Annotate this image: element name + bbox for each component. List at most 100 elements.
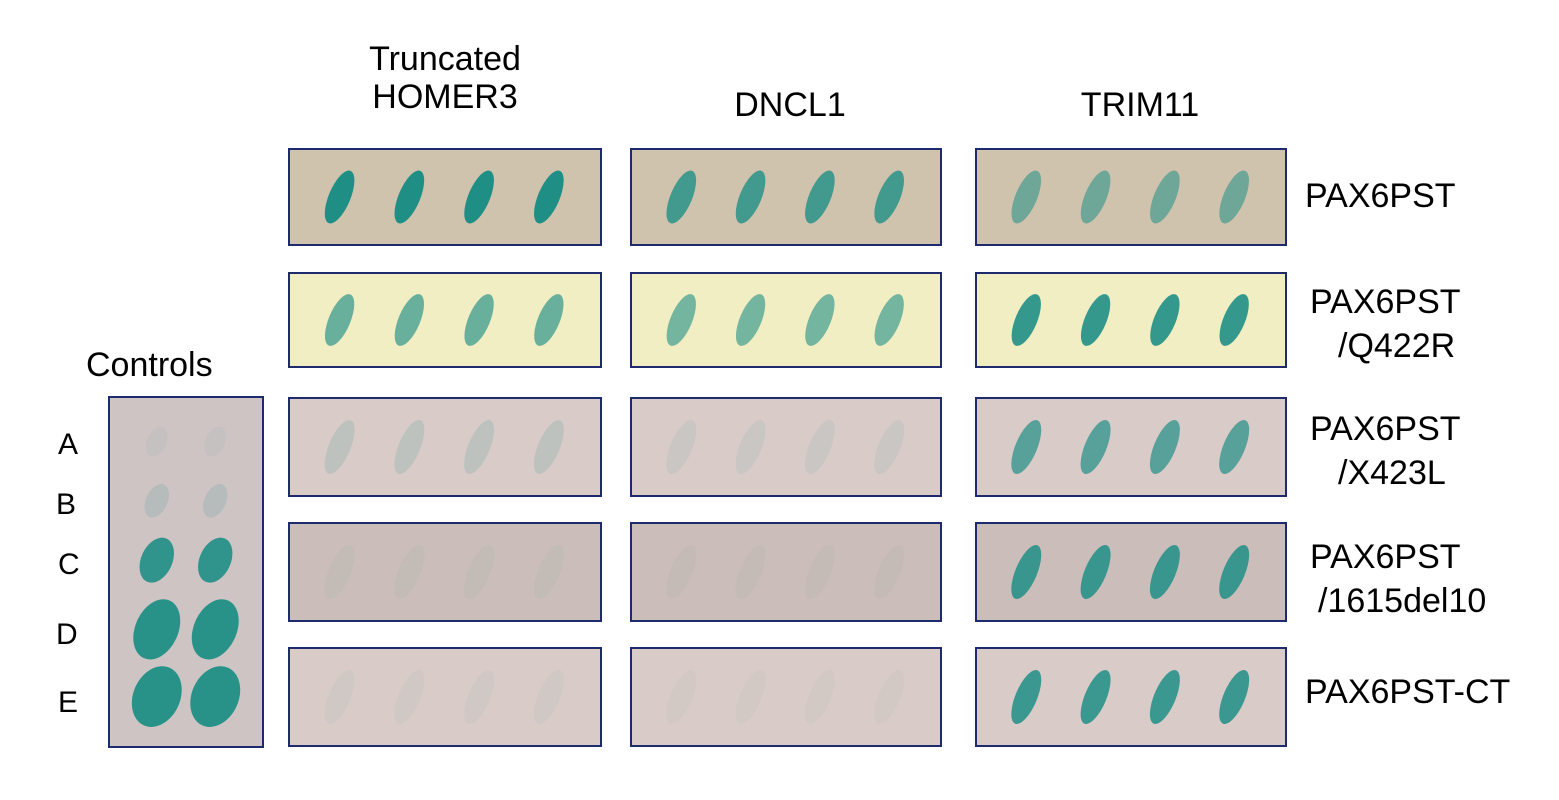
yeast-spot [1011,670,1042,724]
yeast-spot [805,294,835,346]
control-spot-a-1 [145,426,168,457]
yeast-spot [874,294,904,346]
plate-image-homer3-del10 [290,524,600,620]
yeast-spot [874,670,905,724]
yeast-spot [1080,545,1111,599]
yeast-spot [533,420,564,474]
control-spot-c-2 [197,537,233,583]
control-letter-e: E [58,686,79,719]
plate-image-dncl1-pst [632,150,940,244]
column-title-homer3-line2: HOMER3 [372,78,518,116]
yeast-spot [324,670,355,724]
plate-dncl1-del10 [630,522,942,622]
control-spot-e-1 [131,666,182,727]
plate-homer3-ct [288,647,602,747]
yeast-spot [533,545,564,599]
yeast-spot [324,545,355,599]
control-spot-d-2 [191,599,239,660]
yeast-spot [394,170,425,224]
row-label-pst-line1: PAX6PST [1305,177,1456,215]
column-title-dncl1: DNCL1 [660,86,920,124]
control-spot-e-2 [190,666,241,727]
control-spot-b-2 [203,484,228,518]
plate-image-homer3-ct [290,649,600,745]
yeast-spot [534,294,564,346]
yeast-spot [735,670,766,724]
yeast-spot [1080,670,1111,724]
yeast-spot [1150,294,1180,346]
plate-dncl1-q422r [630,272,942,368]
row-label-ct-line1: PAX6PST-CT [1305,673,1511,711]
yeast-spot [464,545,495,599]
yeast-spot [1149,545,1180,599]
controls-plate [108,396,264,748]
yeast-spot [735,545,766,599]
column-title-trim11-line1: TRIM11 [1080,86,1200,124]
yeast-spot [874,545,905,599]
row-label-x423l-line1: PAX6PST [1310,410,1461,448]
plate-image-trim11-ct [977,649,1285,745]
control-letter-d: D [56,618,78,651]
yeast-spot [1011,545,1042,599]
plate-homer3-q422r [288,272,602,368]
yeast-spot [666,670,697,724]
row-label-ct: PAX6PST-CT [1305,673,1510,711]
plate-trim11-x423l [975,397,1287,497]
plate-trim11-pst [975,148,1287,246]
yeast-spot [394,420,425,474]
control-letter-c: C [58,548,80,581]
yeast-spot [324,420,355,474]
plate-image-dncl1-del10 [632,524,940,620]
row-label-x423l: PAX6PST /X423L [1310,410,1461,492]
plate-image-trim11-pst [977,150,1285,244]
yeast-spot [464,294,494,346]
plate-homer3-pst [288,148,602,246]
yeast-spot [1150,170,1180,224]
yeast-spot [1219,545,1250,599]
plate-image-trim11-del10 [977,524,1285,620]
control-spot-d-1 [133,599,181,660]
yeast-spot [394,545,425,599]
plate-image-homer3-x423l [290,399,600,495]
yeast-spot [464,170,494,224]
plate-trim11-q422r [975,272,1287,368]
yeast-spot [394,294,425,346]
yeast-spot [805,170,835,224]
control-spot-a-2 [204,426,227,457]
row-label-x423l-line2: /X423L [1338,454,1446,492]
yeast-spot [804,545,835,599]
column-title-trim11: TRIM11 [1010,86,1270,124]
yeast-spot [1219,170,1249,224]
plate-image-homer3-pst [290,150,600,244]
plate-image-dncl1-ct [632,649,940,745]
yeast-spot [735,294,766,346]
yeast-spot [534,170,564,224]
yeast-spot [1011,420,1042,474]
control-spot-b-1 [144,484,169,518]
yeast-spot [735,170,766,224]
yeast-spot [1219,420,1250,474]
yeast-spot [1011,170,1042,224]
plate-image-trim11-q422r [977,274,1285,366]
yeast-spot [735,420,766,474]
yeast-spot [874,170,904,224]
yeast-spot [666,545,697,599]
yeast-spot [666,420,697,474]
controls-title: Controls [86,346,213,384]
yeast-spot [324,294,355,346]
plate-trim11-ct [975,647,1287,747]
row-label-q422r: PAX6PST /Q422R [1310,283,1461,365]
plate-image-dncl1-x423l [632,399,940,495]
plate-trim11-del10 [975,522,1287,622]
row-label-del10: PAX6PST /1615del10 [1310,538,1486,620]
row-label-del10-line2: /1615del10 [1318,582,1487,620]
controls-plate-image [110,398,262,746]
row-label-pst: PAX6PST [1305,177,1456,215]
row-label-del10-line1: PAX6PST [1310,538,1461,576]
yeast-spot [804,670,835,724]
yeast-spot [1080,294,1111,346]
yeast-spot [464,670,495,724]
yeast-spot [874,420,905,474]
yeast-spot [324,170,355,224]
yeast-spot [1219,294,1249,346]
